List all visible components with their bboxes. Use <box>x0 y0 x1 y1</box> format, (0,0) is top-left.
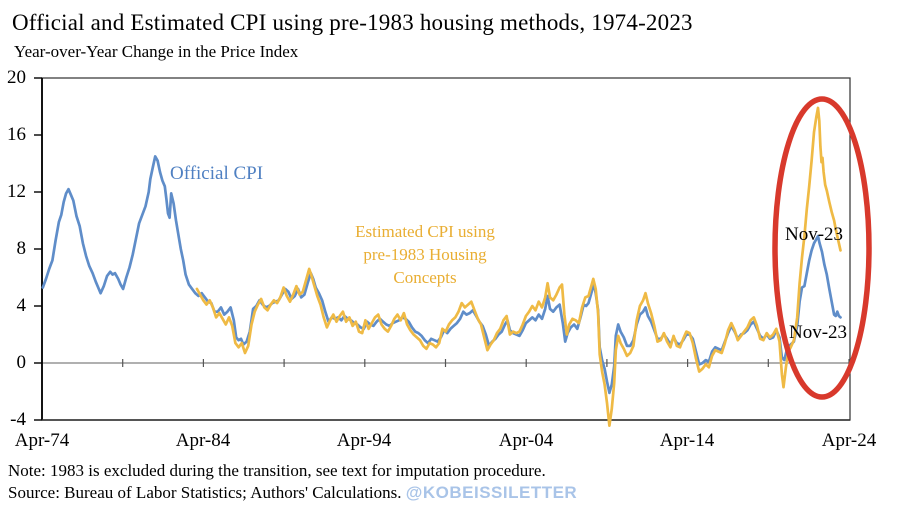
chart-note: Note: 1983 is excluded during the transi… <box>8 461 546 480</box>
official-cpi-series-label: Official CPI <box>170 163 264 184</box>
x-axis-tick-label: Apr-74 <box>14 430 70 451</box>
estimated-cpi-series-label-line2: pre-1983 Housing <box>363 245 487 264</box>
y-axis-tick-label: -4 <box>10 409 26 430</box>
y-axis-tick-label: 8 <box>16 238 27 259</box>
x-axis-tick-label: Apr-14 <box>659 430 715 451</box>
nov-23-annotation-upper: Nov-23 <box>784 224 844 245</box>
watermark-handle: @KOBEISSILETTER <box>405 483 578 502</box>
chart-source: Source: Bureau of Labor Statistics; Auth… <box>8 483 402 502</box>
estimated-cpi-series-label: Estimated CPI using pre-1983 Housing Con… <box>338 220 512 289</box>
y-axis-tick-label: 16 <box>7 124 26 145</box>
x-axis-tick-label: Apr-84 <box>175 430 231 451</box>
estimated-cpi-series-label-line3: Concepts <box>393 268 457 287</box>
x-axis-tick-label: Apr-24 <box>821 430 877 451</box>
y-axis-tick-label: 12 <box>7 181 26 202</box>
y-axis-tick-label: 20 <box>7 67 26 88</box>
chart-subtitle: Year-over-Year Change in the Price Index <box>14 42 299 61</box>
estimated-cpi-series-label-line1: Estimated CPI using <box>355 222 495 241</box>
nov-23-annotation-lower: Nov-23 <box>788 322 848 343</box>
chart-source-row: Source: Bureau of Labor Statistics; Auth… <box>8 483 577 503</box>
estimated-cpi-line <box>195 106 842 428</box>
y-axis-tick-label: 4 <box>16 295 27 316</box>
official-cpi-line <box>41 155 842 395</box>
page-title: Official and Estimated CPI using pre-198… <box>12 10 693 35</box>
x-axis-tick-label: Apr-04 <box>498 430 554 451</box>
y-axis-tick-label: 0 <box>16 352 27 373</box>
highlight-ellipse <box>772 96 872 400</box>
x-axis-tick-label: Apr-94 <box>336 430 392 451</box>
